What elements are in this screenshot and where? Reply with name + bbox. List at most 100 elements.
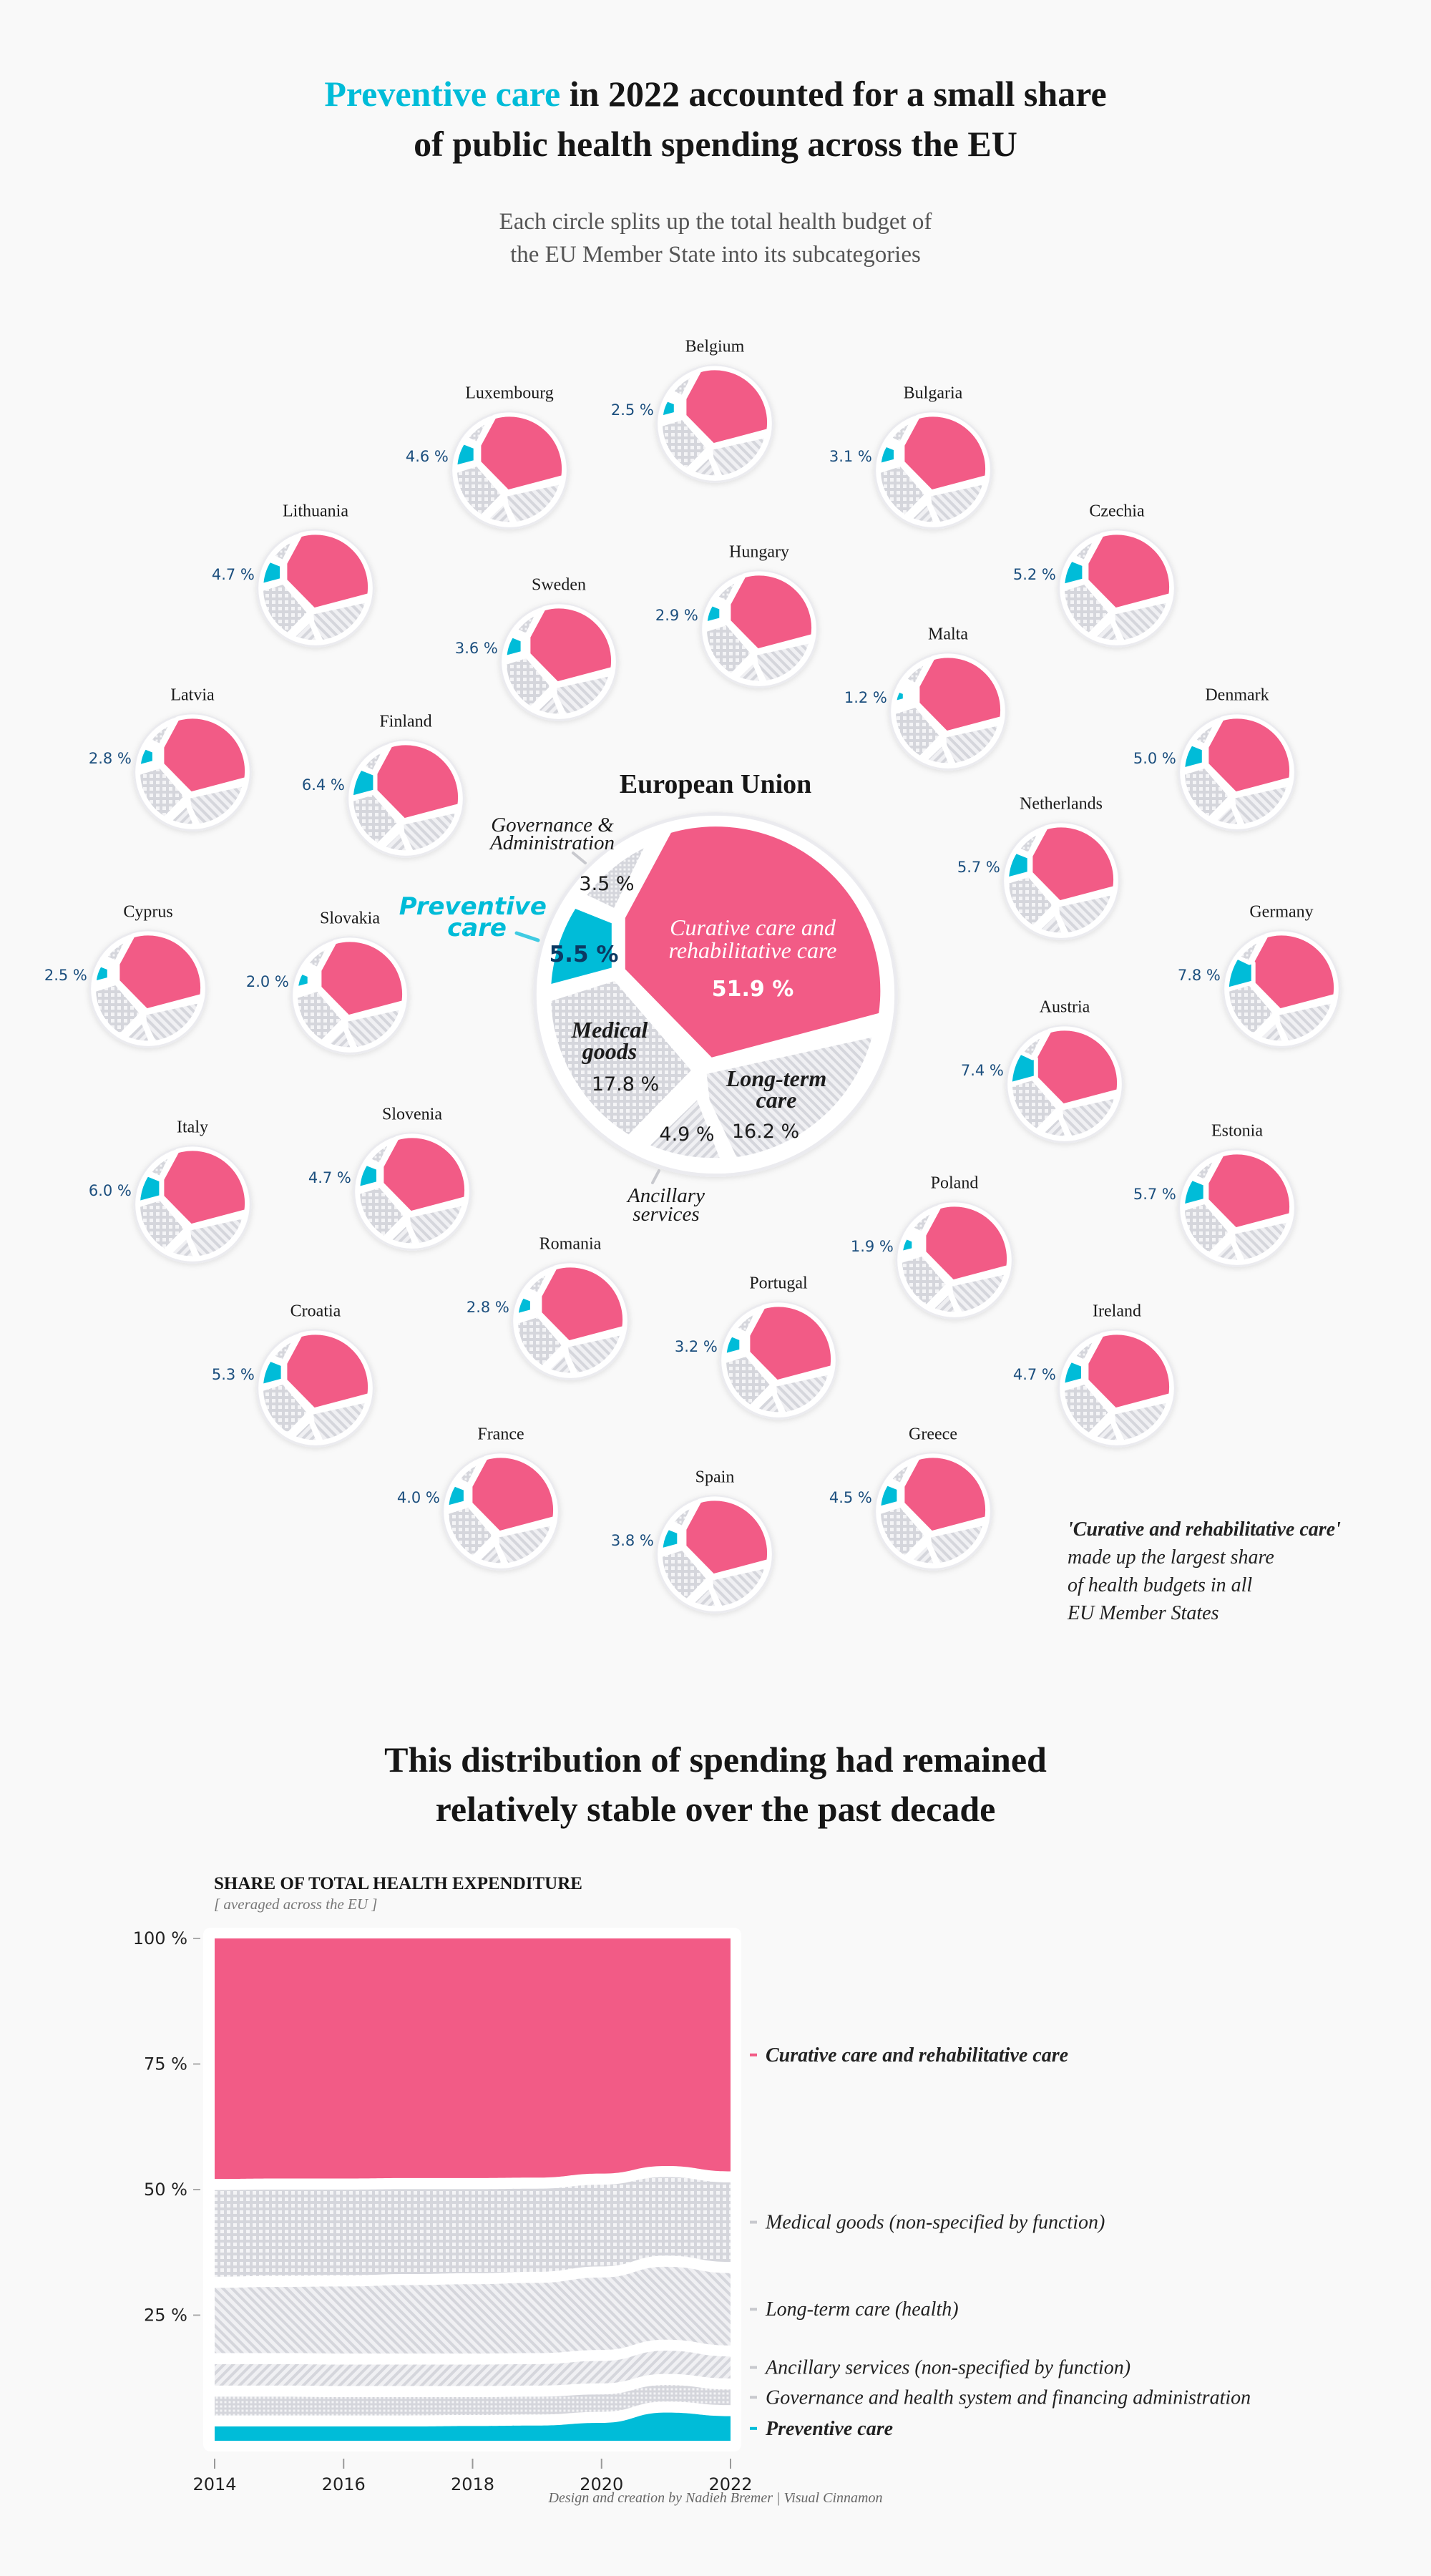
medical-segment <box>898 1252 951 1309</box>
chart-title: SHARE OF TOTAL HEALTH EXPENDITURE <box>214 1874 582 1893</box>
curative-segment <box>1249 931 1339 1013</box>
longterm-segment <box>771 1370 833 1417</box>
governance-segment <box>270 1336 298 1365</box>
preventive-segment <box>722 1332 744 1358</box>
ancillary-segment <box>324 1025 356 1052</box>
eu-preventive-pointer <box>514 931 540 942</box>
country-circle-luxembourg: Luxembourg 4.6 % <box>406 384 569 530</box>
eu-medical-label-1: Medical <box>571 1017 648 1043</box>
governance-segment <box>733 1308 761 1337</box>
area-ancillary-services-non-specified-by-function <box>215 2351 731 2386</box>
preventive-pct-label: 5.0 % <box>1133 750 1176 767</box>
eu-governance-value: 3.5 % <box>579 873 634 895</box>
governance-segment <box>270 536 298 565</box>
country-name: France <box>477 1425 524 1444</box>
country-name: Denmark <box>1205 686 1269 705</box>
preventive-segment <box>658 1525 682 1553</box>
governance-segment <box>1071 1336 1099 1365</box>
eu-circle <box>533 812 898 1177</box>
medical-segment <box>1181 1199 1234 1257</box>
eu-preventive-label-1: Preventive <box>399 892 547 921</box>
eu-preventive-label-2: care <box>447 914 507 942</box>
curative-segment <box>915 653 1005 736</box>
subtitle-line2: the EU Member State into its subcategori… <box>510 242 921 268</box>
medical-segment <box>349 790 402 848</box>
eu-longterm-label-1: Long-term <box>726 1065 826 1091</box>
medical-segment <box>1008 1075 1061 1133</box>
longterm-segment <box>1110 1397 1171 1445</box>
country-circle-romania: Romania 2.8 % <box>467 1235 630 1380</box>
governance-segment <box>887 418 915 447</box>
preventive-pct-label: 3.1 % <box>829 448 872 465</box>
country-circle-croatia: Croatia 5.3 % <box>212 1302 375 1448</box>
eu-governance-label-2: Administration <box>489 831 615 854</box>
country-name: Malta <box>928 625 968 644</box>
preventive-segment <box>703 601 724 626</box>
governance-segment <box>1236 937 1264 965</box>
preventive-pct-label: 5.7 % <box>1133 1186 1176 1203</box>
curative-segment <box>616 818 889 1067</box>
longterm-segment <box>941 721 1002 768</box>
medical-segment <box>703 620 756 678</box>
longterm-segment <box>405 1201 467 1248</box>
ancillary-segment <box>907 1541 939 1568</box>
longterm-segment <box>552 671 613 718</box>
ancillary-segment <box>484 499 515 527</box>
medical-segment <box>356 1183 409 1241</box>
eu-curative-label-2: rehabilitative care <box>669 937 837 963</box>
country-circle-sweden: Sweden 3.6 % <box>455 576 618 721</box>
country-circle-germany: Germany 7.8 % <box>1178 903 1341 1048</box>
longterm-segment <box>1274 998 1336 1045</box>
governance-segment <box>147 720 175 748</box>
curative-segment <box>283 1330 373 1413</box>
ancillary-segment <box>544 1350 576 1377</box>
preventive-segment <box>898 1234 917 1256</box>
medical-segment <box>1060 580 1113 638</box>
country-name: Sweden <box>532 576 586 595</box>
longterm-segment <box>502 479 564 527</box>
curative-segment <box>1204 714 1294 796</box>
curative-segment <box>115 931 205 1013</box>
medical-segment <box>542 972 701 1144</box>
legend-label: Ancillary services (non-specified by fun… <box>764 2357 1130 2379</box>
longterm-segment <box>926 479 987 527</box>
ancillary-segment <box>753 1390 784 1417</box>
preventive-pct-label: 1.9 % <box>851 1238 894 1255</box>
country-name: Netherlands <box>1020 795 1103 814</box>
longterm-segment <box>308 597 370 645</box>
main-title-line2: of public health spending across the EU <box>414 124 1017 164</box>
ancillary-segment <box>533 691 565 718</box>
longterm-segment <box>1058 1093 1119 1141</box>
preventive-segment <box>876 1481 902 1511</box>
country-name: Slovenia <box>382 1106 442 1124</box>
preventive-pct-label: 3.6 % <box>455 640 498 657</box>
ancillary-segment <box>122 1018 154 1045</box>
medical-segment <box>259 1380 312 1438</box>
governance-segment <box>887 1459 915 1488</box>
curative-segment <box>900 412 990 494</box>
medical-segment <box>444 1503 497 1561</box>
curative-segment <box>468 1453 558 1536</box>
medical-segment <box>136 763 189 821</box>
governance-segment <box>524 1269 552 1297</box>
y-tick-label: 75 % <box>144 2054 187 2074</box>
country-circle-estonia: Estonia 5.7 % <box>1133 1122 1296 1267</box>
country-circle-netherlands: Netherlands 5.7 % <box>957 795 1120 940</box>
area-governance-and-health-system-and-financing-administration <box>215 2385 731 2416</box>
preventive-segment <box>1060 557 1087 589</box>
preventive-pct-label: 4.7 % <box>1013 1366 1056 1383</box>
footer-credit: Design and creation by Nadieh Bremer | V… <box>548 2490 883 2506</box>
preventive-pct-label: 4.0 % <box>397 1489 440 1506</box>
ancillary-segment <box>1091 1418 1123 1445</box>
governance-segment <box>669 1502 697 1531</box>
eu-ancillary-value: 4.9 % <box>659 1123 714 1146</box>
governance-segment <box>366 1139 394 1168</box>
governance-segment <box>304 943 332 972</box>
eu-ancillary-label-1: Ancillary <box>626 1184 705 1207</box>
medical-segment <box>293 987 346 1045</box>
longterm-segment <box>1230 1217 1291 1264</box>
preventive-segment <box>444 1482 468 1511</box>
ancillary-segment <box>689 1584 721 1611</box>
preventive-pct-label: 2.9 % <box>655 607 698 624</box>
country-circle-greece: Greece 4.5 % <box>829 1425 992 1571</box>
